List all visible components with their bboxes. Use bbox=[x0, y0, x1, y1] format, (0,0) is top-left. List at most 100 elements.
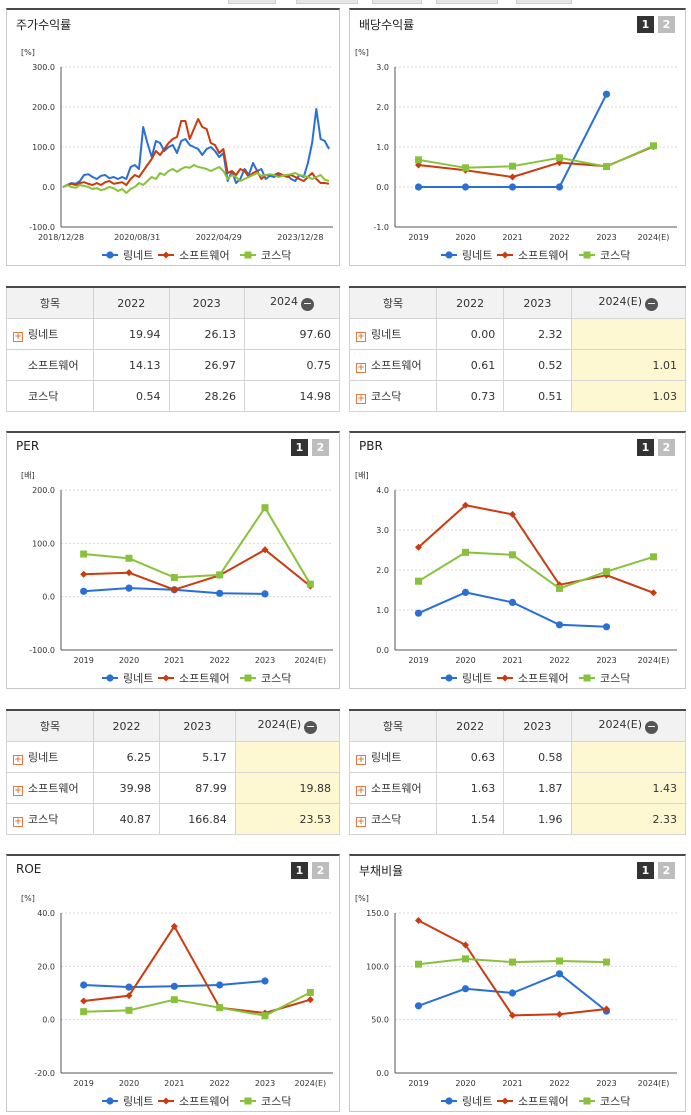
y-tick-label: 0.0 bbox=[42, 183, 55, 192]
row-name-cell[interactable]: + 코스닥 bbox=[349, 380, 437, 412]
page-1-button[interactable]: 1 bbox=[291, 439, 308, 456]
expand-plus-icon[interactable]: + bbox=[356, 394, 366, 404]
expand-plus-icon[interactable]: + bbox=[356, 755, 366, 765]
value-cell: 87.99 bbox=[159, 772, 236, 804]
y-tick-label: 1.0 bbox=[376, 606, 389, 615]
unit-label: [%] bbox=[21, 48, 35, 57]
data-point bbox=[462, 501, 469, 509]
series-line bbox=[417, 551, 654, 590]
page-2-button[interactable]: 2 bbox=[312, 862, 329, 879]
row-name-cell[interactable]: + 코스닥 bbox=[349, 803, 437, 835]
legend-label: 코스닥 bbox=[261, 672, 291, 685]
legend-label: 코스닥 bbox=[600, 672, 630, 685]
row-name-cell[interactable]: + 링네트 bbox=[6, 741, 94, 773]
row-name: 소프트웨어 bbox=[28, 359, 79, 372]
data-point bbox=[162, 1097, 170, 1105]
data-point bbox=[216, 571, 224, 579]
data-point bbox=[306, 996, 314, 1004]
row-name-cell[interactable]: + 링네트 bbox=[6, 318, 94, 350]
y-tick-label: 20.0 bbox=[37, 962, 55, 971]
collapse-icon[interactable]: − bbox=[645, 720, 659, 734]
x-tick-label: 2021 bbox=[502, 1079, 522, 1088]
row-name-cell[interactable]: + 소프트웨어 bbox=[349, 349, 437, 381]
x-tick-label: 2020/08/31 bbox=[114, 233, 160, 242]
expand-plus-icon[interactable]: + bbox=[356, 786, 366, 796]
x-tick-label: 2020 bbox=[455, 656, 475, 665]
column-header: 2023 bbox=[168, 286, 245, 319]
collapse-icon[interactable]: − bbox=[304, 720, 318, 734]
page-1-button[interactable]: 1 bbox=[637, 862, 654, 879]
top-tab-stub[interactable] bbox=[516, 0, 572, 4]
data-point bbox=[414, 183, 423, 191]
value-cell: 0.00 bbox=[435, 318, 505, 350]
value-cell bbox=[234, 741, 341, 773]
top-tab-stub[interactable] bbox=[296, 0, 358, 4]
x-tick-label: 2019 bbox=[408, 233, 428, 242]
page-1-button[interactable]: 1 bbox=[637, 16, 654, 33]
column-header-label: 2024(E) bbox=[598, 295, 643, 308]
panel-title: PER bbox=[16, 439, 40, 453]
column-header-label: 2024(E) bbox=[598, 718, 643, 731]
table-row: + 코스닥 40.87 166.84 23.53 bbox=[6, 803, 341, 835]
data-point bbox=[415, 156, 422, 164]
expand-plus-icon[interactable]: + bbox=[13, 817, 23, 827]
expand-plus-icon[interactable]: + bbox=[13, 786, 23, 796]
y-tick-label: 0.0 bbox=[376, 1069, 389, 1078]
page-1-button[interactable]: 1 bbox=[291, 862, 308, 879]
data-point bbox=[244, 674, 252, 682]
expand-plus-icon[interactable]: + bbox=[356, 363, 366, 373]
column-header-label: 2023 bbox=[183, 719, 212, 733]
table-row: + 링네트 0.00 2.32 bbox=[349, 318, 687, 350]
column-header-label: 2022 bbox=[456, 719, 485, 733]
row-name-cell[interactable]: + 코스닥 bbox=[6, 803, 94, 835]
data-point bbox=[583, 251, 591, 259]
data-point bbox=[501, 251, 509, 259]
data-point bbox=[445, 1097, 453, 1105]
column-header-label: 항목 bbox=[39, 297, 61, 310]
y-tick-label: 1.0 bbox=[376, 143, 389, 152]
expand-plus-icon[interactable]: + bbox=[13, 332, 23, 342]
data-point bbox=[508, 183, 517, 191]
value-cell: 39.98 bbox=[92, 772, 161, 804]
row-name-cell[interactable]: + 소프트웨어 bbox=[6, 772, 94, 804]
chart-roe: [%]40.0 20.0 0.0 -20.0 2019 2020 2021 2022 2023 2… bbox=[21, 894, 333, 1108]
data-point bbox=[461, 985, 470, 993]
row-name-cell[interactable]: + 소프트웨어 bbox=[349, 772, 437, 804]
y-tick-label: 100.0 bbox=[32, 143, 55, 152]
top-tab-stub[interactable] bbox=[228, 0, 276, 4]
data-point bbox=[216, 1004, 224, 1012]
column-header-label: 2022 bbox=[117, 296, 146, 310]
page-2-button[interactable]: 2 bbox=[658, 16, 675, 33]
page-2-button[interactable]: 2 bbox=[658, 439, 675, 456]
data-point bbox=[125, 1006, 133, 1014]
data-point bbox=[261, 504, 269, 512]
panel-title: 배당수익률 bbox=[359, 18, 415, 32]
y-tick-label: 3.0 bbox=[376, 63, 389, 72]
column-header: 2024(E) − bbox=[234, 709, 341, 742]
data-point bbox=[603, 163, 610, 171]
page-2-button[interactable]: 2 bbox=[312, 439, 329, 456]
row-name: 링네트 bbox=[371, 751, 402, 764]
top-tab-stub[interactable] bbox=[372, 0, 422, 4]
data-point bbox=[106, 674, 114, 682]
debt-ratio-panel: [%] 150.0 100.0 50.0 0.0 2019 2020 2021 2022 2023… bbox=[349, 854, 686, 1112]
dividend-table: 항목 2022 2023 2024(E) − + 링네트 0.00 2.32 + 소프트웨어 0.61… bbox=[349, 286, 687, 412]
row-name-cell[interactable]: + 링네트 bbox=[349, 318, 437, 350]
expand-plus-icon[interactable]: + bbox=[13, 755, 23, 765]
collapse-icon[interactable]: − bbox=[301, 297, 314, 311]
value-cell: 26.97 bbox=[168, 349, 245, 381]
data-point bbox=[509, 551, 516, 559]
top-tab-stub[interactable] bbox=[436, 0, 498, 4]
data-point bbox=[509, 510, 516, 518]
expand-plus-icon[interactable]: + bbox=[356, 332, 366, 342]
expand-plus-icon[interactable]: + bbox=[356, 817, 366, 827]
column-header-label: 2023 bbox=[523, 296, 552, 310]
x-tick-label: 2019 bbox=[408, 656, 428, 665]
legend-label: 소프트웨어 bbox=[518, 672, 569, 685]
data-point bbox=[501, 674, 509, 682]
page-1-button[interactable]: 1 bbox=[637, 439, 654, 456]
row-name: 링네트 bbox=[28, 328, 59, 341]
collapse-icon[interactable]: − bbox=[645, 297, 659, 311]
page-2-button[interactable]: 2 bbox=[658, 862, 675, 879]
row-name-cell[interactable]: + 링네트 bbox=[349, 741, 437, 773]
